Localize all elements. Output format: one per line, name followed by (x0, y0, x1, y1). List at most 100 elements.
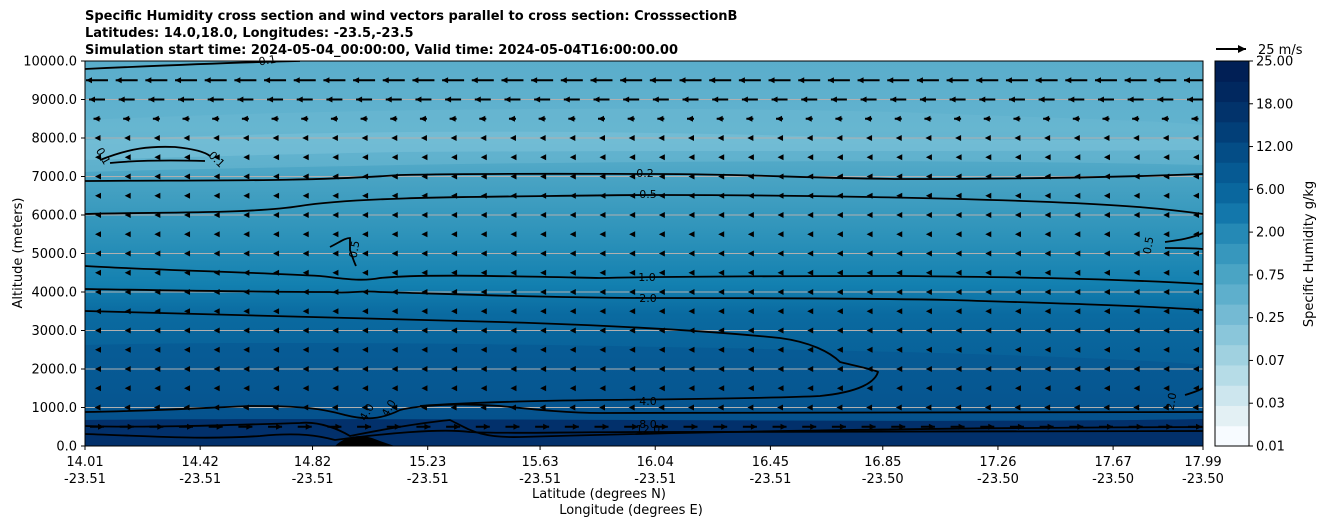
wind-vector (184, 250, 191, 257)
x-tick-label-lat: 15.23 (409, 455, 446, 470)
wind-vector (747, 327, 754, 334)
wind-vector (777, 366, 784, 372)
wind-vector (866, 404, 873, 411)
y-tick-label: 6000.0 (32, 209, 78, 224)
wind-vector (273, 308, 280, 315)
wind-vector (302, 231, 309, 238)
wind-vector (1193, 269, 1199, 276)
wind-vector (391, 154, 398, 161)
wind-vector (95, 231, 101, 238)
wind-vector (1133, 192, 1140, 199)
colorbar-tick-label: 18.00 (1256, 97, 1293, 112)
wind-vector (451, 154, 458, 161)
wind-vector (717, 135, 724, 141)
wind-vector (1133, 327, 1140, 334)
wind-vector (1005, 77, 1028, 84)
wind-vector (895, 404, 902, 411)
wind-vector (955, 346, 962, 353)
wind-vector (95, 269, 101, 276)
wind-vector (866, 269, 873, 276)
x-tick-label-lon: -23.51 (634, 472, 676, 487)
wind-vector (243, 327, 250, 334)
wind-vector (1074, 154, 1081, 161)
wind-vector (1103, 327, 1110, 334)
wind-vector (807, 192, 814, 199)
wind-vector (184, 212, 191, 218)
wind-vector (243, 154, 250, 161)
wind-vector (302, 154, 309, 161)
wind-vector (777, 212, 784, 218)
wind-vector (1074, 269, 1081, 276)
wind-vector (1014, 308, 1021, 315)
wind-vector (480, 269, 487, 276)
wind-vector (207, 96, 224, 103)
wind-vector (154, 250, 161, 257)
wind-vector (302, 327, 309, 334)
contour-1.0 (85, 265, 1203, 285)
colorbar-segment (1215, 243, 1249, 265)
wind-vector (747, 192, 754, 199)
wind-vector (861, 423, 876, 430)
wind-vector (777, 308, 784, 315)
x-tick-label-lon: -23.51 (292, 472, 334, 487)
wind-vector (1044, 327, 1051, 334)
wind-vector (1044, 212, 1051, 218)
colorbar-segment (1215, 61, 1249, 82)
wind-vector (777, 250, 784, 257)
wind-vector (124, 173, 131, 180)
wind-vector (184, 308, 191, 315)
wind-vector (332, 231, 339, 238)
wind-vector (362, 269, 369, 276)
wind-vector (332, 212, 339, 218)
wind-vector (777, 289, 784, 295)
wind-vector (777, 385, 784, 392)
wind-vector (836, 289, 843, 295)
wind-vector (777, 346, 784, 353)
wind-vector (332, 154, 339, 161)
wind-vector (688, 308, 695, 315)
wind-vector (1074, 231, 1081, 238)
wind-vector (273, 231, 280, 238)
wind-vector (361, 404, 368, 411)
wind-vector (362, 385, 369, 392)
wind-vector (1014, 173, 1021, 180)
wind-vector (445, 96, 462, 103)
wind-vector (509, 135, 516, 141)
wind-vector (569, 289, 576, 295)
wind-vector (505, 423, 520, 430)
wind-vector (919, 96, 936, 103)
wind-vector (480, 308, 487, 315)
wind-vector (510, 346, 517, 353)
wind-vector (390, 115, 398, 122)
wind-vector (593, 96, 610, 103)
wind-vector (1163, 289, 1170, 295)
wind-vector (1163, 212, 1170, 218)
wind-vector (742, 423, 757, 430)
wind-vector (420, 404, 427, 411)
colorbar-segment (1215, 101, 1249, 123)
wind-vector (480, 366, 487, 372)
wind-vector (836, 308, 843, 315)
wind-vector (984, 135, 991, 141)
wind-vector (887, 77, 910, 84)
wind-vector (925, 192, 932, 199)
x-tick-label-lon: -23.50 (1092, 472, 1134, 487)
wind-vector (1191, 115, 1199, 122)
contour-label: 0.5 (639, 188, 657, 201)
wind-vector (353, 77, 376, 84)
wind-vector (538, 115, 546, 122)
wind-vector (955, 289, 962, 295)
wind-vector (598, 404, 605, 411)
wind-vector (451, 173, 458, 180)
wind-vector (94, 404, 101, 411)
wind-vector (777, 231, 784, 238)
wind-vector (658, 135, 665, 141)
wind-vector (1193, 366, 1199, 372)
wind-vector (95, 327, 101, 334)
wind-vector (925, 154, 932, 161)
wind-vector (896, 231, 903, 238)
wind-vector (772, 423, 787, 430)
wind-vector (124, 231, 131, 238)
wind-vector (93, 115, 101, 122)
wind-vector (510, 289, 517, 295)
